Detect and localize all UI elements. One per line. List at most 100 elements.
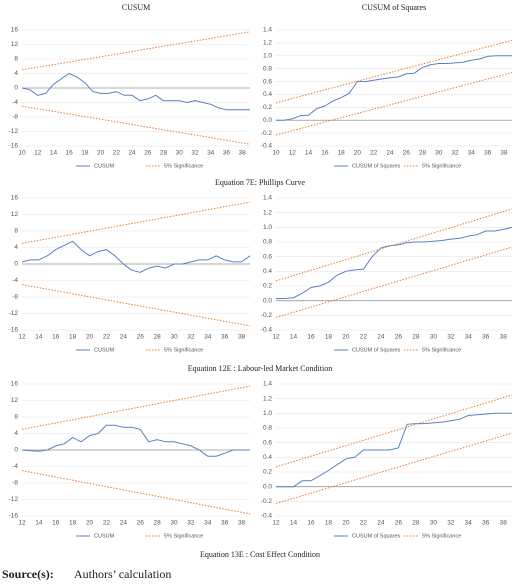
y-tick-label: -0.2 bbox=[261, 312, 273, 319]
legend-label: 5% Significance bbox=[422, 163, 461, 169]
x-tick-label: 38 bbox=[239, 150, 247, 157]
y-tick-label: 0.2 bbox=[263, 469, 272, 476]
y-tick-label: 0.6 bbox=[263, 253, 272, 260]
x-tick-label: 12 bbox=[18, 520, 26, 527]
series-line bbox=[275, 432, 513, 504]
x-tick-label: 36 bbox=[221, 520, 229, 527]
x-tick-label: 16 bbox=[321, 150, 329, 157]
x-tick-label: 38 bbox=[238, 520, 246, 527]
legend-label: CUSUM of Squares bbox=[352, 533, 401, 539]
series-line bbox=[275, 39, 513, 104]
series-line bbox=[21, 72, 250, 111]
x-tick-label: 36 bbox=[482, 520, 490, 527]
x-tick-label: 10 bbox=[272, 150, 280, 157]
x-tick-label: 36 bbox=[482, 334, 490, 341]
x-tick-label: 34 bbox=[468, 150, 476, 157]
y-tick-label: -4 bbox=[12, 277, 18, 284]
x-tick-label: 14 bbox=[35, 334, 43, 341]
x-tick-label: 30 bbox=[176, 150, 184, 157]
y-tick-label: 1.0 bbox=[263, 224, 272, 231]
y-tick-label: -12 bbox=[9, 128, 19, 135]
x-tick-label: 28 bbox=[412, 334, 420, 341]
y-tick-label: 0.4 bbox=[263, 91, 272, 98]
y-tick-label: 1.2 bbox=[263, 395, 272, 402]
y-tick-label: 1.4 bbox=[263, 381, 272, 388]
y-tick-label: -8 bbox=[12, 480, 18, 487]
x-tick-label: 26 bbox=[137, 520, 145, 527]
y-tick-label: 0.0 bbox=[263, 483, 272, 490]
y-tick-label: 12 bbox=[11, 397, 19, 404]
legend-label: CUSUM bbox=[94, 533, 115, 539]
y-tick-label: 1.0 bbox=[263, 52, 272, 59]
x-tick-label: 38 bbox=[238, 334, 246, 341]
x-tick-label: 12 bbox=[18, 334, 26, 341]
source-label: Source(s): bbox=[2, 567, 54, 581]
x-tick-label: 26 bbox=[403, 150, 411, 157]
x-tick-label: 18 bbox=[81, 150, 89, 157]
x-tick-label: 32 bbox=[451, 150, 459, 157]
series-line bbox=[275, 246, 513, 318]
y-tick-label: -12 bbox=[9, 310, 19, 317]
x-tick-label: 18 bbox=[325, 334, 333, 341]
x-tick-label: 20 bbox=[342, 520, 350, 527]
x-tick-label: 28 bbox=[419, 150, 427, 157]
x-tick-label: 20 bbox=[342, 334, 350, 341]
y-tick-label: 4 bbox=[14, 244, 18, 251]
y-tick-label: -16 bbox=[9, 327, 19, 334]
series-line bbox=[21, 385, 251, 430]
caption: Equation 12E : Labour-led Market Conditi… bbox=[188, 364, 332, 373]
x-tick-label: 12 bbox=[34, 150, 42, 157]
y-tick-label: 0.8 bbox=[263, 239, 272, 246]
x-tick-label: 34 bbox=[204, 520, 212, 527]
legend-label: CUSUM of Squares bbox=[352, 163, 401, 169]
y-tick-label: 0.4 bbox=[263, 454, 272, 461]
series-line bbox=[21, 105, 251, 145]
series-line bbox=[21, 31, 251, 71]
y-tick-label: -0.4 bbox=[261, 513, 273, 520]
y-tick-label: -8 bbox=[12, 114, 18, 121]
y-tick-label: 16 bbox=[11, 27, 19, 34]
y-tick-label: 12 bbox=[11, 41, 19, 48]
x-tick-label: 18 bbox=[69, 334, 77, 341]
y-tick-label: 12 bbox=[11, 211, 19, 218]
chart-title: CUSUM bbox=[122, 3, 150, 12]
x-tick-label: 30 bbox=[170, 520, 178, 527]
y-tick-label: 1.4 bbox=[263, 195, 272, 202]
x-tick-label: 26 bbox=[137, 334, 145, 341]
y-tick-label: -8 bbox=[12, 294, 18, 301]
x-tick-label: 38 bbox=[500, 150, 508, 157]
x-tick-label: 34 bbox=[204, 334, 212, 341]
x-tick-label: 16 bbox=[307, 520, 315, 527]
x-tick-label: 16 bbox=[307, 334, 315, 341]
y-tick-label: 1.4 bbox=[263, 27, 272, 34]
x-tick-label: 12 bbox=[289, 150, 297, 157]
x-tick-label: 24 bbox=[128, 150, 136, 157]
x-tick-label: 32 bbox=[447, 520, 455, 527]
x-tick-label: 28 bbox=[160, 150, 168, 157]
y-tick-label: -0.2 bbox=[261, 130, 273, 137]
y-tick-label: 0 bbox=[14, 447, 18, 454]
x-tick-label: 38 bbox=[500, 520, 508, 527]
chart-title: CUSUM of Squares bbox=[362, 3, 426, 12]
series-line bbox=[276, 226, 513, 299]
legend-label: 5% Significance bbox=[422, 533, 461, 539]
x-tick-label: 22 bbox=[103, 520, 111, 527]
x-tick-label: 30 bbox=[430, 520, 438, 527]
series-line bbox=[276, 55, 512, 121]
x-tick-label: 24 bbox=[386, 150, 394, 157]
x-tick-label: 36 bbox=[221, 334, 229, 341]
y-tick-label: 4 bbox=[14, 430, 18, 437]
x-tick-label: 28 bbox=[153, 520, 161, 527]
y-tick-label: -4 bbox=[12, 463, 18, 470]
y-tick-label: 8 bbox=[14, 56, 18, 63]
series-line bbox=[275, 72, 513, 136]
y-tick-label: 0.0 bbox=[263, 117, 272, 124]
source-text: Authors’ calculation bbox=[74, 567, 171, 581]
x-tick-label: 16 bbox=[52, 334, 60, 341]
y-tick-label: 0.0 bbox=[263, 297, 272, 304]
x-tick-label: 12 bbox=[272, 334, 280, 341]
x-tick-label: 34 bbox=[207, 150, 215, 157]
legend-label: 5% Significance bbox=[164, 163, 203, 169]
series-line bbox=[21, 424, 250, 457]
y-tick-label: 16 bbox=[11, 195, 19, 202]
